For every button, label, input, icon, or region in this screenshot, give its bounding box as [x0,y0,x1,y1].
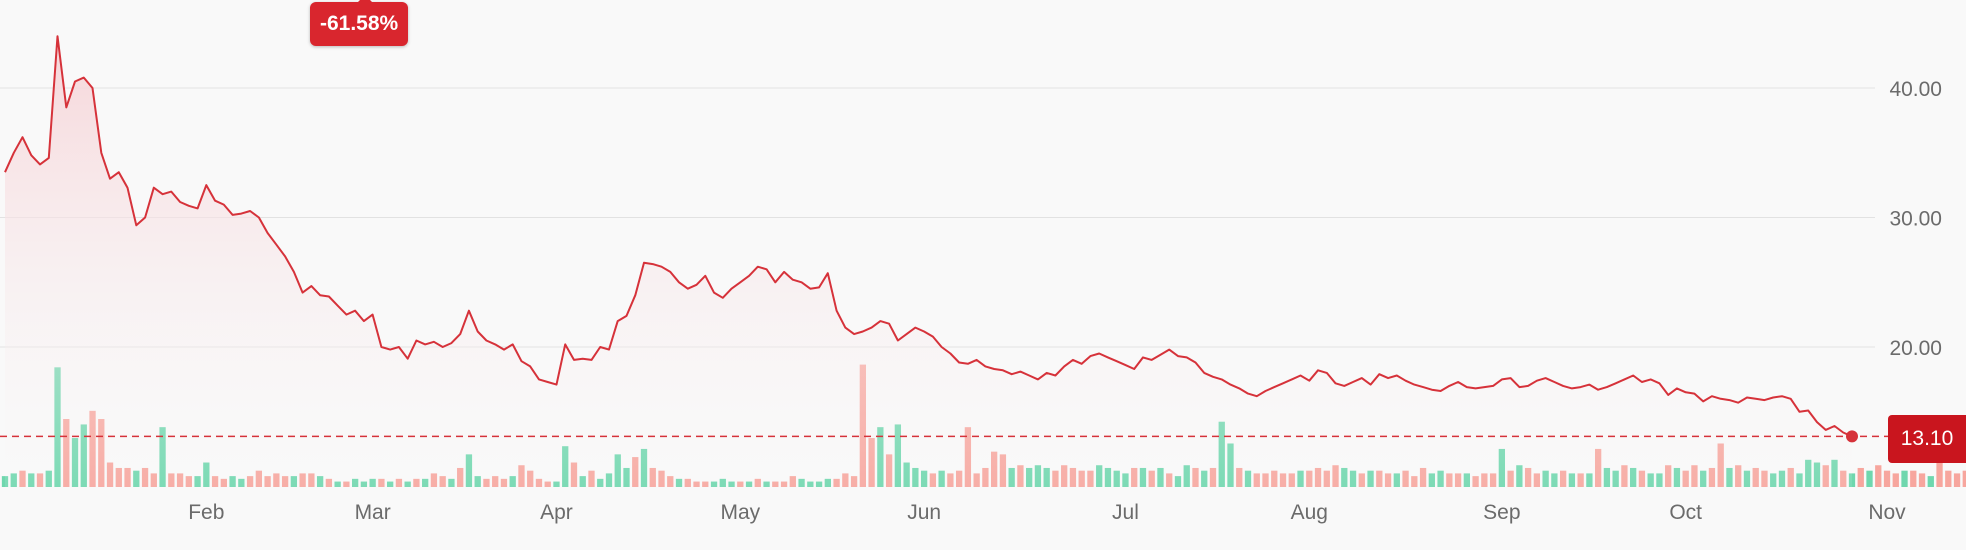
y-axis-labels: 40.00 30.00 20.00 [1889,78,1942,360]
change-percent-badge: -61.58% [310,0,409,46]
volume-bar [1883,470,1891,487]
price-area-fill [5,36,1852,487]
price-line [4,35,1853,438]
x-tick-label: May [720,501,760,524]
volume-bar [1936,457,1943,487]
x-axis-labels: Feb Mar Apr May Jun Jul Aug Sep Oct Nov [188,501,1906,524]
x-tick-label: Nov [1868,501,1906,524]
volume-bar [1901,470,1908,487]
y-tick-label: 20.00 [1889,337,1942,360]
last-price-badge: 13.10 [1888,415,1966,463]
x-tick-label: Jul [1112,501,1139,524]
x-tick-label: Aug [1291,501,1328,524]
x-tick-label: Feb [188,501,224,524]
x-tick-label: Oct [1669,501,1702,524]
volume-bar [1945,470,1952,487]
x-tick-label: Mar [355,501,391,524]
volume-bar [1918,473,1926,487]
volume-bar [1962,470,1966,487]
x-tick-label: Sep [1483,501,1520,524]
volume-bar [1857,467,1864,487]
last-price-marker [1846,430,1858,443]
x-tick-label: Jun [907,501,941,524]
volume-bar [1910,470,1917,487]
y-tick-label: 40.00 [1889,78,1942,101]
x-tick-label: Apr [540,501,573,524]
y-tick-label: 30.00 [1889,208,1942,231]
volume-bar [1866,470,1873,487]
volume-bar [1892,473,1899,487]
volume-bar [1875,465,1882,487]
volume-bar [1927,476,1934,487]
volume-bar [1953,473,1961,487]
